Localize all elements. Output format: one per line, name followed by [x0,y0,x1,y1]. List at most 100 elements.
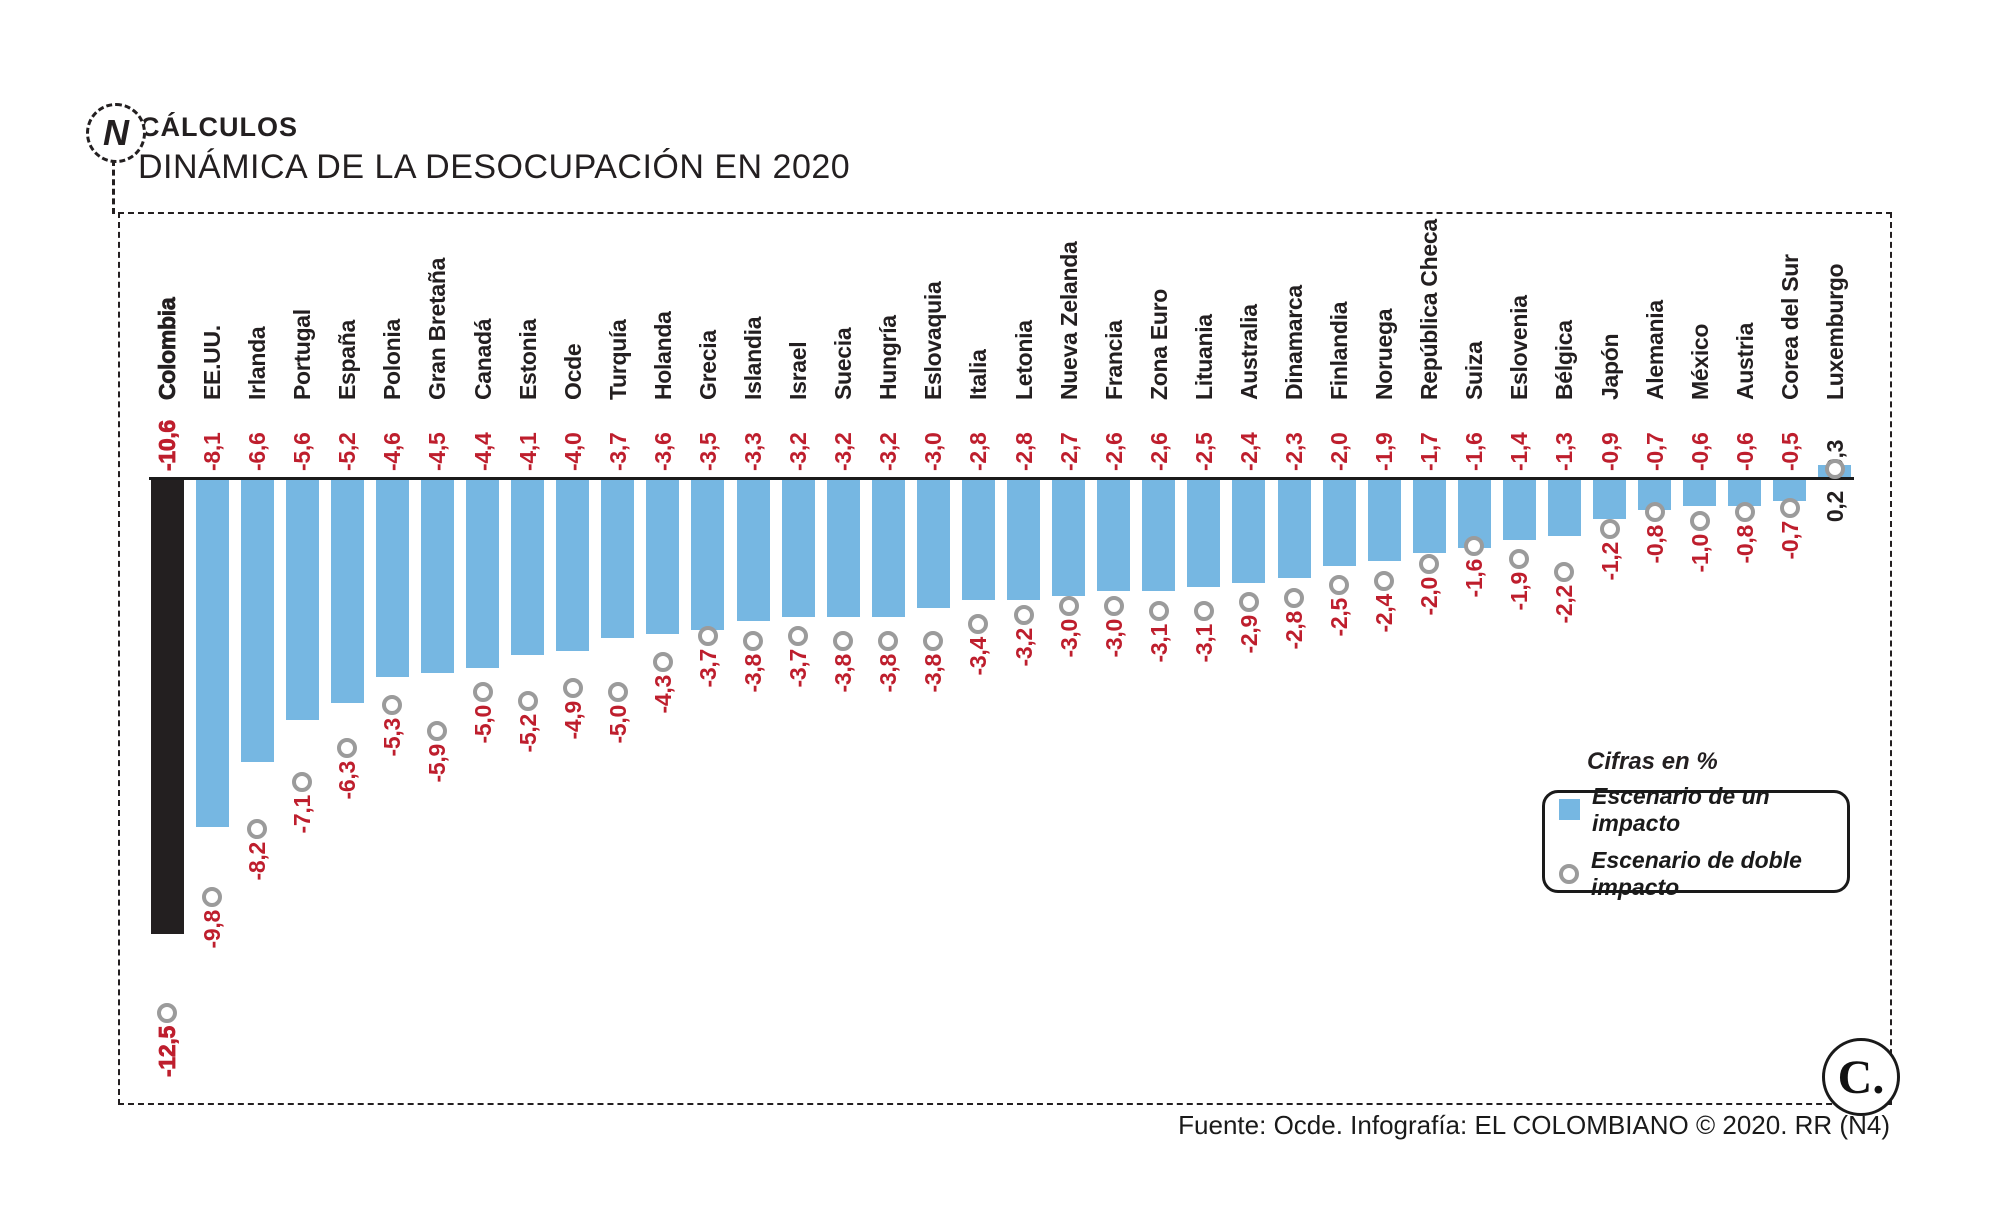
bar [466,480,500,669]
double-impact-value-label: 0,2 [1821,491,1848,523]
bar-value-label: -3,2 [875,432,902,471]
double-impact-value-label: -3,8 [920,653,947,693]
bar-value-label: -0,6 [1731,432,1758,471]
bar-value-label: -3,7 [604,432,631,471]
bar [1593,480,1627,519]
double-impact-marker-icon [607,682,628,702]
double-impact-marker-icon [1689,510,1710,531]
bar-value-label: -3,2 [830,432,857,471]
double-impact-value-label: -3,8 [875,653,902,693]
double-impact-value-label: -3,4 [965,636,992,675]
zero-axis-line [149,477,1854,480]
bar [736,480,770,622]
double-impact-marker-icon [1599,519,1620,540]
double-impact-value-label: -3,0 [1100,619,1127,658]
double-impact-marker-icon [1824,459,1845,480]
legend-item-single-impact: Escenario de un impacto [1559,783,1847,837]
double-impact-value-label: -3,2 [1010,627,1037,667]
double-impact-marker-icon [697,626,718,647]
bar-value-label: -4,5 [424,432,451,471]
el-colombiano-logo: C. [1822,1038,1900,1116]
el-colombiano-logo-letter: C. [1837,1050,1885,1104]
double-impact-value-label: -5,0 [469,705,496,744]
double-impact-value-label: -8,2 [244,841,271,881]
bar [1683,480,1717,506]
double-impact-value-label: -2,0 [1416,576,1443,616]
double-impact-marker-icon [562,677,583,698]
bar-value-label: -1,9 [1371,432,1398,471]
double-impact-marker-icon [788,626,809,647]
bar [1322,480,1356,566]
blue-square-icon [1559,799,1580,820]
bar-value-label: -0,7 [1641,432,1668,471]
double-impact-marker-icon [157,1003,177,1023]
page-title: DINÁMICA DE LA DESOCUPACIÓN EN 2020 [138,148,851,186]
double-impact-marker-icon [247,818,268,839]
double-impact-value-label: -3,1 [1145,623,1172,663]
double-impact-marker-icon [743,630,764,651]
double-impact-value-label: -9,8 [199,910,226,949]
double-impact-value-label: -5,0 [604,705,631,744]
bar-value-label: -5,2 [334,432,361,471]
double-impact-marker-icon [833,630,854,651]
bar-value-label: -6,6 [244,432,271,471]
double-impact-value-label: -2,9 [1235,615,1262,654]
double-impact-value-label: -7,1 [289,794,316,834]
bar [691,480,725,630]
bar [1773,480,1807,502]
bar-value-label: -10,6 [154,420,181,472]
bar-value-label: -1,6 [1461,432,1488,471]
double-impact-marker-icon [1374,570,1395,591]
double-impact-value-label: -3,7 [785,649,812,688]
double-impact-value-label: -3,0 [1055,619,1082,658]
bar-value-label: -4,0 [559,432,586,471]
double-impact-value-label: -3,1 [1190,623,1217,663]
bar-value-label: -2,7 [1055,432,1082,471]
double-impact-value-label: -4,9 [559,700,586,740]
double-impact-marker-icon [427,720,448,741]
double-impact-value-label: -5,2 [514,713,541,752]
bar-value-label: 0,3 [1821,439,1848,471]
bar-value-label: -8,1 [199,432,226,471]
bar [511,480,545,656]
double-impact-marker-icon [1193,600,1214,621]
chart-frame [118,212,1892,1105]
bar-value-label: -2,3 [1281,432,1307,471]
double-impact-value-label: -0,7 [1776,520,1803,560]
bar [330,480,364,703]
bar-value-label: -2,0 [1326,432,1353,471]
double-impact-marker-icon [1644,502,1665,523]
bar [1728,480,1762,506]
bar [871,480,905,617]
double-impact-value-label: -6,3 [334,760,361,800]
bar [826,480,860,617]
double-impact-value-label: -3,7 [694,649,721,688]
section-kicker: CÁLCULOS [140,112,298,142]
double-impact-marker-icon [1779,497,1800,518]
bar [240,480,274,763]
bar [916,480,950,609]
bar-value-label: -0,6 [1686,432,1713,471]
logo-stem-dotted-line [112,160,115,214]
bar [285,480,319,720]
bar [1187,480,1221,587]
bar [1412,480,1446,553]
bar [1232,480,1266,583]
gray-circle-icon [1559,863,1579,884]
bar [961,480,995,600]
bar-value-label: -1,3 [1551,432,1578,471]
bar [556,480,590,652]
legend-label: Escenario de doble impacto [1591,846,1802,900]
bar [601,480,635,639]
double-impact-value-label: -1,0 [1686,533,1713,573]
legend: Escenario de un impacto Escenario de dob… [1542,783,1850,900]
double-impact-marker-icon [1734,502,1755,523]
double-impact-marker-icon [878,630,899,651]
double-impact-marker-icon [292,771,313,792]
bar [1052,480,1086,596]
n-brand-letter: N [103,112,129,153]
double-impact-marker-icon [337,737,358,758]
bar [1007,480,1041,600]
double-impact-marker-icon [1013,604,1034,625]
double-impact-value-label: -2,5 [1326,598,1353,637]
